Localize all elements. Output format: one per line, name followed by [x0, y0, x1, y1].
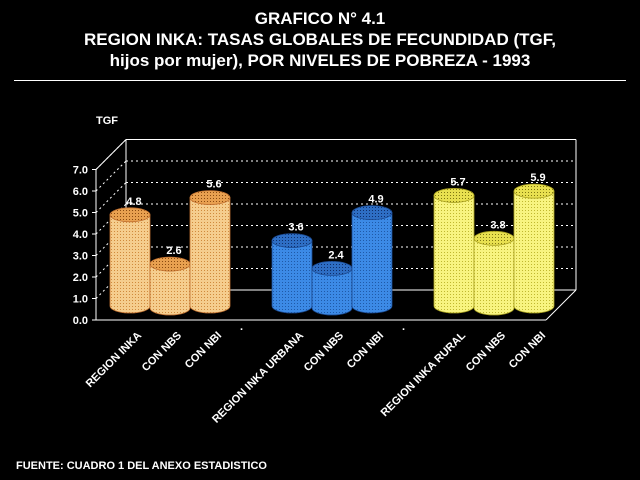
bar-top [109, 207, 151, 223]
bar-2 [149, 256, 191, 316]
y-tick-label: 5.0 [73, 208, 88, 220]
data-label: 5.9 [530, 172, 545, 184]
bar-9 [513, 183, 555, 314]
data-label: 5.6 [206, 179, 221, 191]
y-tick-label: 6.0 [73, 186, 88, 198]
title-line-3: hijos por mujer), POR NIVELES DE POBREZA… [109, 51, 531, 70]
bar-3 [189, 190, 231, 314]
x-tick-label: CON NBS [302, 330, 346, 374]
x-tick-label: REGION INKA [84, 330, 144, 390]
group-separator: . [240, 321, 243, 333]
bar-6 [351, 205, 393, 314]
bar-body [311, 268, 353, 316]
x-tick-label: CON NBI [345, 330, 386, 371]
y-axis-label: TGF [96, 115, 118, 127]
x-tick-label: CON NBI [507, 330, 548, 371]
bar-top [311, 260, 353, 276]
y-tick-label: 4.0 [73, 229, 88, 241]
bar-top [271, 233, 313, 249]
chart-title: GRAFICO N° 4.1 REGION INKA: TASAS GLOBAL… [0, 8, 640, 71]
x-tick-label: REGION INKA URBANA [210, 330, 306, 426]
y-tick-label: 1.0 [73, 294, 88, 306]
bar-top [433, 188, 475, 203]
bar-body [351, 212, 393, 314]
bar-body [473, 237, 515, 316]
side-gridline [95, 182, 127, 213]
source-note: FUENTE: CUADRO 1 DEL ANEXO ESTADISTICO [16, 460, 267, 472]
y-tick-label: 3.0 [73, 251, 88, 263]
bar-1 [109, 207, 151, 314]
bar-body [513, 190, 555, 314]
bar-top [513, 183, 555, 199]
bar-body [109, 214, 151, 314]
bar-body [149, 263, 191, 316]
side-gridline [95, 139, 127, 170]
y-tick-label: 0.0 [73, 315, 88, 327]
bar-top [189, 190, 231, 206]
y-tick-label: 2.0 [73, 272, 88, 284]
bar-body [433, 195, 475, 314]
bar-top [473, 230, 515, 246]
bar-7 [433, 188, 475, 314]
bar-top [351, 205, 393, 221]
bar-4 [271, 233, 313, 314]
bar-8 [473, 230, 515, 316]
x-tick-label: CON NBS [464, 330, 508, 374]
title-divider [14, 80, 626, 81]
bar-5 [311, 260, 353, 316]
bar-top [149, 256, 191, 272]
title-line-1: GRAFICO N° 4.1 [254, 9, 386, 28]
title-line-2: REGION INKA: TASAS GLOBALES DE FECUNDIDA… [84, 30, 556, 49]
x-tick-label: CON NBS [140, 330, 184, 374]
side-gridline [95, 160, 127, 192]
bar-body [271, 240, 313, 314]
floor-right-edge [545, 289, 577, 321]
data-label: 2.4 [328, 249, 344, 261]
data-label: 2.6 [166, 245, 181, 257]
y-tick-label: 7.0 [73, 165, 88, 177]
x-tick-label: CON NBI [183, 330, 224, 371]
data-label: 4.9 [368, 194, 383, 206]
data-label: 3.8 [490, 219, 505, 231]
group-separator: . [402, 321, 405, 333]
data-label: 3.6 [288, 222, 303, 234]
data-label: 4.8 [126, 196, 141, 208]
bar-body [189, 197, 231, 314]
x-tick-label: REGION INKA RURAL [379, 329, 469, 419]
data-label: 5.7 [450, 176, 465, 188]
